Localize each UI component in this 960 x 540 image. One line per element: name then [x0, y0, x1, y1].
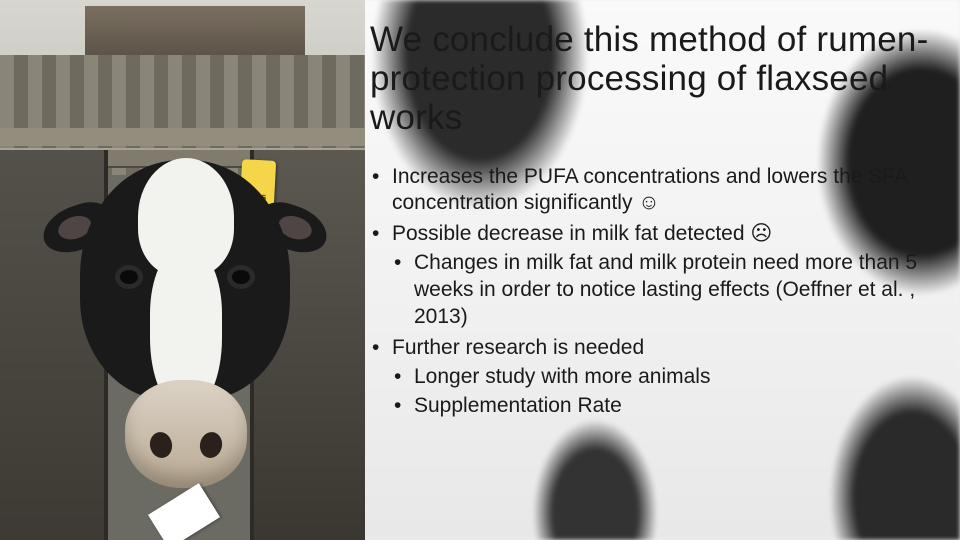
- slide-title: We conclude this method of rumen-protect…: [370, 20, 940, 138]
- text-content: We conclude this method of rumen-protect…: [370, 20, 940, 423]
- sub-bullet-item: Changes in milk fat and milk protein nee…: [392, 250, 940, 331]
- bullet-item: Increases the PUFA concentrations and lo…: [370, 164, 940, 218]
- bullet-item: Possible decrease in milk fat detected ☹…: [370, 221, 940, 331]
- sub-bullet-item: Longer study with more animals: [392, 364, 940, 391]
- cow-photo: 1005: [0, 0, 365, 540]
- sub-bullet-item: Supplementation Rate: [392, 393, 940, 420]
- cow-head-illustration: [70, 140, 300, 540]
- bullet-list: Increases the PUFA concentrations and lo…: [370, 164, 940, 420]
- bullet-item: Further research is needed Longer study …: [370, 335, 940, 420]
